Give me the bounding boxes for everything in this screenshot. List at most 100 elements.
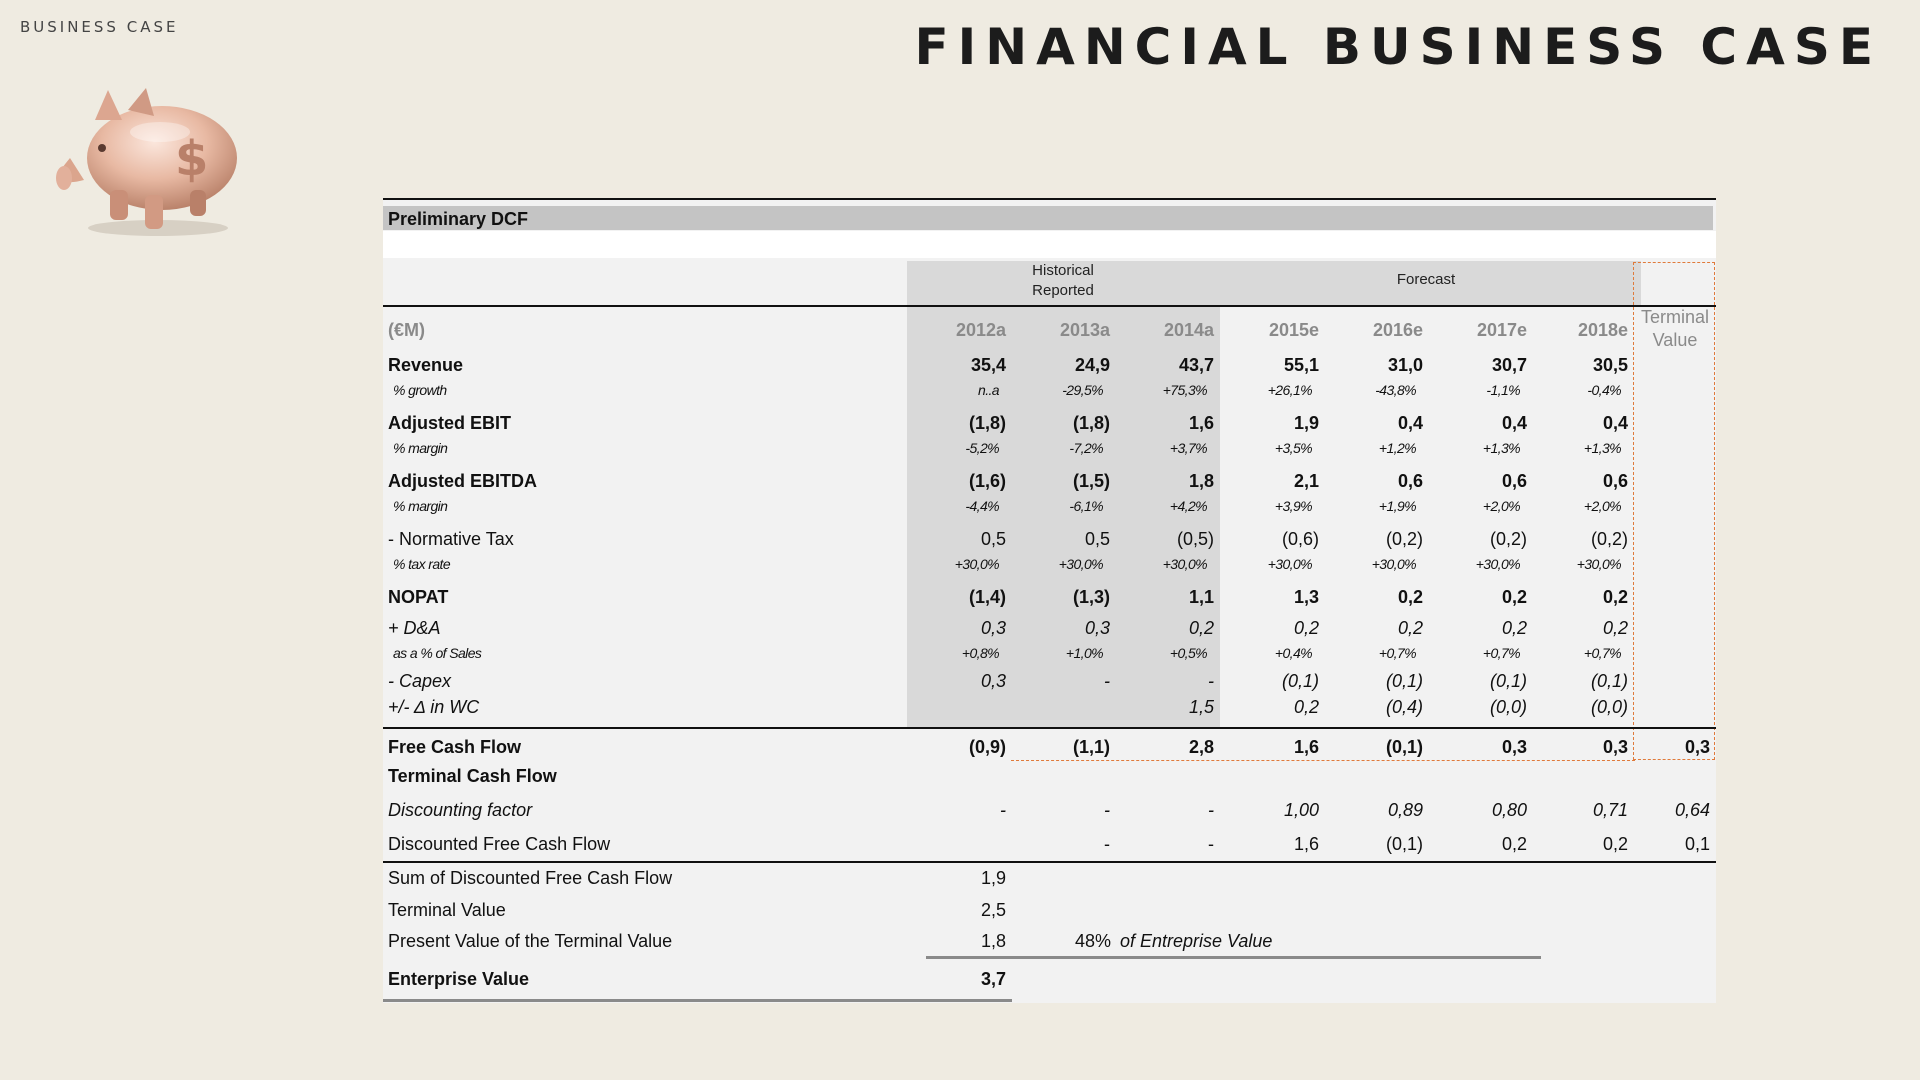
row-value: (1,4) — [968, 587, 1006, 607]
discounted-fcf-value: 1,6 — [1293, 834, 1319, 854]
year-header: 2014a — [1163, 320, 1214, 340]
row-label: % margin — [393, 498, 448, 514]
row-value: 0,2 — [1397, 618, 1423, 638]
row-value: -0,4% — [1587, 382, 1621, 398]
row-value: +1,9% — [1378, 498, 1417, 514]
row-value: 1,1 — [1188, 587, 1214, 607]
row-value: +30,0% — [1267, 556, 1313, 572]
row-value: +1,3% — [1482, 440, 1521, 456]
row-value: 1,5 — [1188, 697, 1214, 717]
row-value: 0,2 — [1397, 587, 1423, 607]
row-value: +30,0% — [1162, 556, 1208, 572]
unit-label: (€M) — [388, 320, 425, 340]
row-value: -4,4% — [965, 498, 999, 514]
row-value: +4,2% — [1169, 498, 1208, 514]
row-label: % margin — [393, 440, 448, 456]
historical-header: Historical Reported — [1032, 262, 1094, 300]
row-value: 1,9 — [1293, 413, 1319, 433]
row-label: +/- Δ in WC — [388, 697, 480, 717]
row-value: +0,5% — [1169, 645, 1208, 661]
enterprise-value-label: Enterprise Value — [388, 969, 530, 989]
row-value: +0,7% — [1583, 645, 1622, 661]
row-value: (0,1) — [1489, 671, 1527, 691]
row-value: +1,2% — [1378, 440, 1417, 456]
row-value: +2,0% — [1482, 498, 1521, 514]
table-caption: Preliminary DCF — [388, 209, 529, 229]
row-label: - Capex — [388, 671, 452, 691]
row-label: as a % of Sales — [393, 645, 482, 661]
row-value: (0,1) — [1385, 671, 1423, 691]
fcf-value: 2,8 — [1188, 737, 1214, 757]
row-value: 0,2 — [1501, 587, 1527, 607]
row-value: 0,3 — [1084, 618, 1110, 638]
row-label: NOPAT — [388, 587, 449, 607]
row-value: 0,2 — [1188, 618, 1214, 638]
fcf-label: Free Cash Flow — [388, 737, 522, 757]
piggy-bank-icon: $ — [56, 88, 237, 236]
row-value: 2,1 — [1293, 471, 1319, 491]
terminal-value-box — [1633, 262, 1715, 760]
fcf-value: 1,6 — [1293, 737, 1319, 757]
row-value: 55,1 — [1283, 355, 1319, 375]
discounting-factor-value: 0,89 — [1387, 800, 1423, 820]
discounted-fcf-label: Discounted Free Cash Flow — [388, 834, 611, 854]
row-value: +3,9% — [1274, 498, 1313, 514]
row-value: 0,6 — [1501, 471, 1527, 491]
row-value: +75,3% — [1162, 382, 1208, 398]
row-value: +30,0% — [1058, 556, 1104, 572]
row-value: +30,0% — [1371, 556, 1417, 572]
row-value: 31,0 — [1387, 355, 1423, 375]
fcf-value: (0,9) — [968, 737, 1006, 757]
row-value: (1,5) — [1072, 471, 1110, 491]
row-value: (0,0) — [1590, 697, 1628, 717]
row-value: (0,6) — [1281, 529, 1319, 549]
row-label: - Normative Tax — [388, 529, 514, 549]
discounting-factor-label: Discounting factor — [388, 800, 533, 820]
page-title: FINANCIAL BUSINESS CASE — [914, 18, 1882, 76]
row-value: 0,3 — [980, 671, 1006, 691]
row-value: +30,0% — [954, 556, 1000, 572]
row-label: + D&A — [388, 618, 441, 638]
row-value: (0,2) — [1385, 529, 1423, 549]
discounting-factor-value: - — [1208, 800, 1214, 820]
summary-note: of Entreprise Value — [1120, 931, 1273, 951]
row-value: 0,4 — [1397, 413, 1423, 433]
row-value: 1,3 — [1293, 587, 1319, 607]
year-header: 2018e — [1577, 320, 1628, 340]
row-value: 0,2 — [1602, 587, 1628, 607]
section-label: BUSINESS CASE — [20, 18, 179, 36]
row-value: 0,2 — [1293, 618, 1319, 638]
discounted-fcf-value: 0,2 — [1501, 834, 1527, 854]
forecast-header: Forecast — [1396, 271, 1456, 288]
row-value: +30,0% — [1576, 556, 1622, 572]
row-value: 35,4 — [970, 355, 1006, 375]
row-value: (0,2) — [1590, 529, 1628, 549]
row-value: (0,2) — [1489, 529, 1527, 549]
summary-label: Sum of Discounted Free Cash Flow — [388, 868, 673, 888]
summary-value: 1,8 — [980, 931, 1006, 951]
row-value: (0,1) — [1590, 671, 1628, 691]
row-value: - — [1104, 671, 1110, 691]
row-value: - — [1208, 671, 1214, 691]
terminal-value-header: Terminal Value — [1640, 307, 1710, 350]
row-value: -6,1% — [1069, 498, 1103, 514]
discounting-factor-value: - — [1104, 800, 1110, 820]
fcf-value: (1,1) — [1072, 737, 1110, 757]
row-value: 0,2 — [1501, 618, 1527, 638]
historical-shade — [907, 261, 1220, 727]
row-value: 0,2 — [1293, 697, 1319, 717]
row-value: 0,2 — [1602, 618, 1628, 638]
row-value: 1,6 — [1188, 413, 1214, 433]
row-value: 0,6 — [1602, 471, 1628, 491]
row-value: 0,4 — [1602, 413, 1628, 433]
row-value: +3,5% — [1274, 440, 1313, 456]
table-caption-bar — [383, 206, 1713, 230]
discounted-fcf-value: (0,1) — [1385, 834, 1423, 854]
discounted-fcf-value: - — [1208, 834, 1214, 854]
year-header: 2015e — [1268, 320, 1319, 340]
row-value: +0,8% — [961, 645, 1000, 661]
summary-value: 2,5 — [980, 900, 1006, 920]
discounted-fcf-value: 0,2 — [1602, 834, 1628, 854]
row-value: 43,7 — [1178, 355, 1214, 375]
row-label: % growth — [393, 382, 447, 398]
